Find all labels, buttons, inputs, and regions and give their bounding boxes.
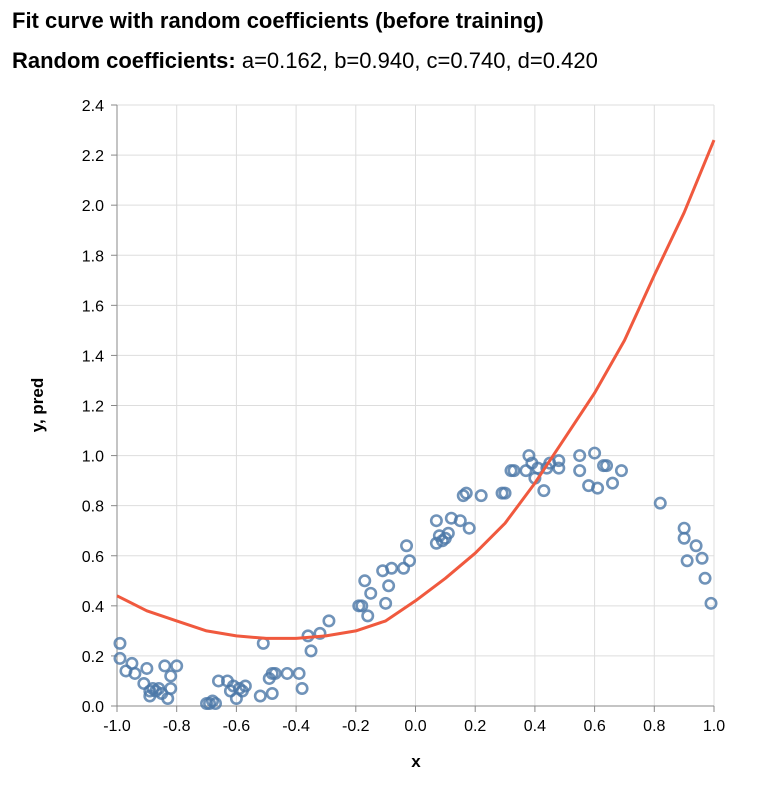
data-point	[600, 459, 614, 473]
x-tick-label: 0.8	[643, 718, 665, 735]
y-tick-label: 0.2	[82, 649, 104, 666]
data-point	[498, 486, 512, 500]
subtitle-value: a=0.162, b=0.940, c=0.740, d=0.420	[241, 48, 598, 73]
data-points	[113, 446, 718, 710]
y-tick-label: 1.4	[82, 348, 104, 365]
data-point	[379, 596, 393, 610]
x-tick-label: 0.4	[524, 718, 546, 735]
data-point	[128, 666, 142, 680]
data-point	[295, 681, 309, 695]
data-point	[268, 666, 282, 680]
y-tick-label: 0.6	[82, 549, 104, 566]
data-point	[206, 694, 220, 708]
data-point	[304, 644, 318, 658]
data-point	[358, 574, 372, 588]
x-tick-label: -0.8	[163, 718, 191, 735]
data-point	[364, 586, 378, 600]
y-tick-label: 0.8	[82, 499, 104, 516]
data-point	[573, 449, 587, 463]
data-point	[113, 651, 127, 665]
x-tick-label: -0.2	[342, 718, 370, 735]
data-point	[429, 514, 443, 528]
data-point	[403, 554, 417, 568]
data-point	[232, 681, 246, 695]
y-tick-label: 1.2	[82, 399, 104, 416]
data-point	[211, 674, 225, 688]
x-tick-label: -0.4	[282, 718, 310, 735]
data-point	[588, 446, 602, 460]
data-point	[591, 481, 605, 495]
chart-title: Fit curve with random coefficients (befo…	[12, 8, 544, 33]
x-tick-label: 0.2	[464, 718, 486, 735]
y-tick-label: 2.4	[82, 98, 104, 115]
data-point	[677, 531, 691, 545]
data-point	[361, 609, 375, 623]
fit-curve	[116, 139, 716, 640]
x-tick-label: 0.6	[583, 718, 605, 735]
y-tick-label: 2.2	[82, 148, 104, 165]
y-tick-label: 0.0	[82, 699, 104, 716]
data-point	[459, 486, 473, 500]
data-point	[573, 464, 587, 478]
data-point	[149, 684, 163, 698]
data-point	[552, 461, 566, 475]
data-point	[614, 464, 628, 478]
data-point	[680, 554, 694, 568]
grid-lines	[116, 104, 715, 707]
data-point	[507, 464, 521, 478]
data-point	[653, 496, 667, 510]
data-point	[355, 599, 369, 613]
fit-curve-group	[116, 139, 716, 640]
y-axis-title: y, pred	[28, 378, 47, 432]
data-point	[253, 689, 267, 703]
data-point	[698, 571, 712, 585]
y-tick-label: 1.6	[82, 298, 104, 315]
y-tick-label: 2.0	[82, 198, 104, 215]
subtitle-label: Random coefficients:	[12, 48, 236, 73]
x-tick-label: 0.0	[404, 718, 426, 735]
data-point	[385, 561, 399, 575]
data-point	[238, 679, 252, 693]
data-point	[382, 579, 396, 593]
data-point	[695, 551, 709, 565]
data-point	[292, 666, 306, 680]
data-point	[280, 666, 294, 680]
data-point	[537, 484, 551, 498]
data-point	[456, 489, 470, 503]
axes: -1.0 -0.8 -0.6 -0.4 -0.2 0.0 0.2 0.4 0.6 0.8 1.0 0.…	[82, 98, 725, 735]
x-tick-label: -0.6	[223, 718, 251, 735]
data-point	[209, 696, 223, 710]
data-point	[552, 454, 566, 468]
data-point	[606, 476, 620, 490]
y-tick-label: 1.8	[82, 248, 104, 265]
data-point	[689, 539, 703, 553]
y-tick-label: 1.0	[82, 449, 104, 466]
data-point	[474, 489, 488, 503]
data-point	[400, 539, 414, 553]
data-point	[453, 514, 467, 528]
data-point	[322, 614, 336, 628]
x-tick-label: -1.0	[103, 718, 131, 735]
data-point	[313, 626, 327, 640]
data-point	[164, 681, 178, 695]
data-point	[158, 659, 172, 673]
data-point	[203, 696, 217, 710]
data-point	[462, 521, 476, 535]
y-tick-label: 0.4	[82, 599, 104, 616]
data-point	[265, 686, 279, 700]
data-point	[113, 636, 127, 650]
chart-subtitle: Random coefficients: a=0.162, b=0.940, c…	[12, 48, 598, 74]
data-point	[140, 661, 154, 675]
data-point	[704, 596, 718, 610]
data-point	[522, 449, 536, 463]
data-point	[170, 659, 184, 673]
x-axis-title: x	[411, 752, 421, 771]
data-point	[164, 669, 178, 683]
data-point	[441, 526, 455, 540]
x-tick-label: 1.0	[703, 718, 725, 735]
